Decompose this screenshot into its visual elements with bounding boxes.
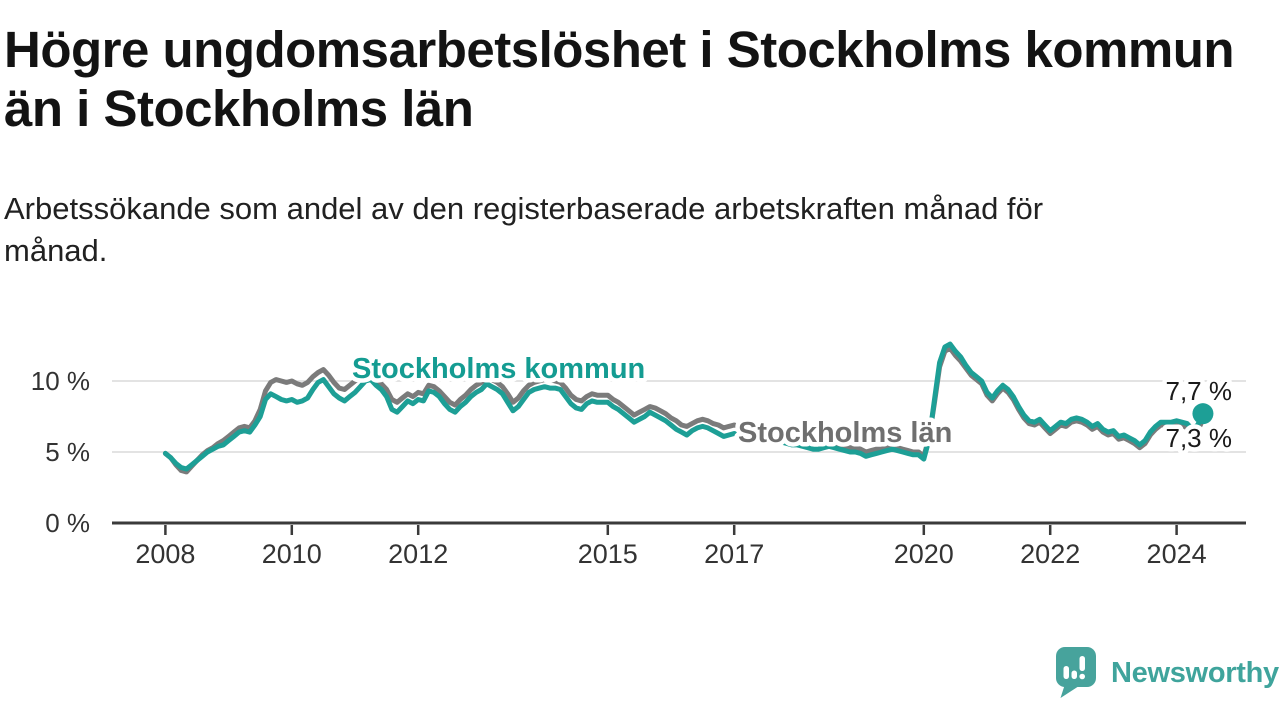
series-line-stockholms-kommun (162, 341, 1206, 472)
header: Högre ungdomsarbetslöshet i Stockholms k… (4, 20, 1276, 273)
newsworthy-logo[interactable]: Newsworthy (1055, 646, 1279, 700)
logo-exclamation-bar (1079, 656, 1085, 671)
x-tick-label-2020: 2020 (894, 539, 954, 569)
y-tick-label-0pct: 0 % (45, 508, 90, 538)
newsworthy-wordmark: Newsworthy (1111, 656, 1279, 689)
x-tick-label-2008: 2008 (135, 539, 195, 569)
series-label-stockholms-kommun: Stockholms kommun (352, 353, 645, 385)
logo-exclamation-dot (1079, 673, 1085, 680)
x-tick-label-2022: 2022 (1020, 539, 1080, 569)
newsworthy-logo-icon (1056, 647, 1096, 698)
y-tick-label-10pct: 10 % (31, 366, 90, 396)
chart-title-line-1: Högre ungdomsarbetslöshet i Stockholms k… (4, 21, 1235, 78)
chart-title-line-2: än i Stockholms län (4, 80, 474, 138)
chart-subtitle: Arbetssökande som andel av den registerb… (4, 188, 1276, 272)
y-tick-label-5pct: 5 % (45, 437, 90, 467)
latest-value-dot (1192, 403, 1214, 425)
x-tick-label-2024: 2024 (1147, 539, 1207, 569)
series-line-stockholms-lan (162, 345, 1206, 475)
logo-bar-2 (1071, 670, 1077, 679)
x-tick-label-2015: 2015 (578, 539, 638, 569)
series-label-stockholms-lan: Stockholms län (738, 417, 952, 449)
x-tick-label-2017: 2017 (704, 539, 764, 569)
logo-bar-1 (1063, 666, 1069, 679)
chart-subtitle-line-1: Arbetssökande som andel av den registerb… (4, 191, 1044, 227)
x-tick-label-2012: 2012 (388, 539, 448, 569)
chart-subtitle-line-2: månad. (4, 233, 108, 269)
end-value-label-kommun: 7,7 % (1166, 376, 1233, 406)
end-value-label-lan: 7,3 % (1166, 423, 1233, 453)
chart-title: Högre ungdomsarbetslöshet i Stockholms k… (4, 20, 1276, 138)
x-tick-label-2010: 2010 (262, 539, 322, 569)
